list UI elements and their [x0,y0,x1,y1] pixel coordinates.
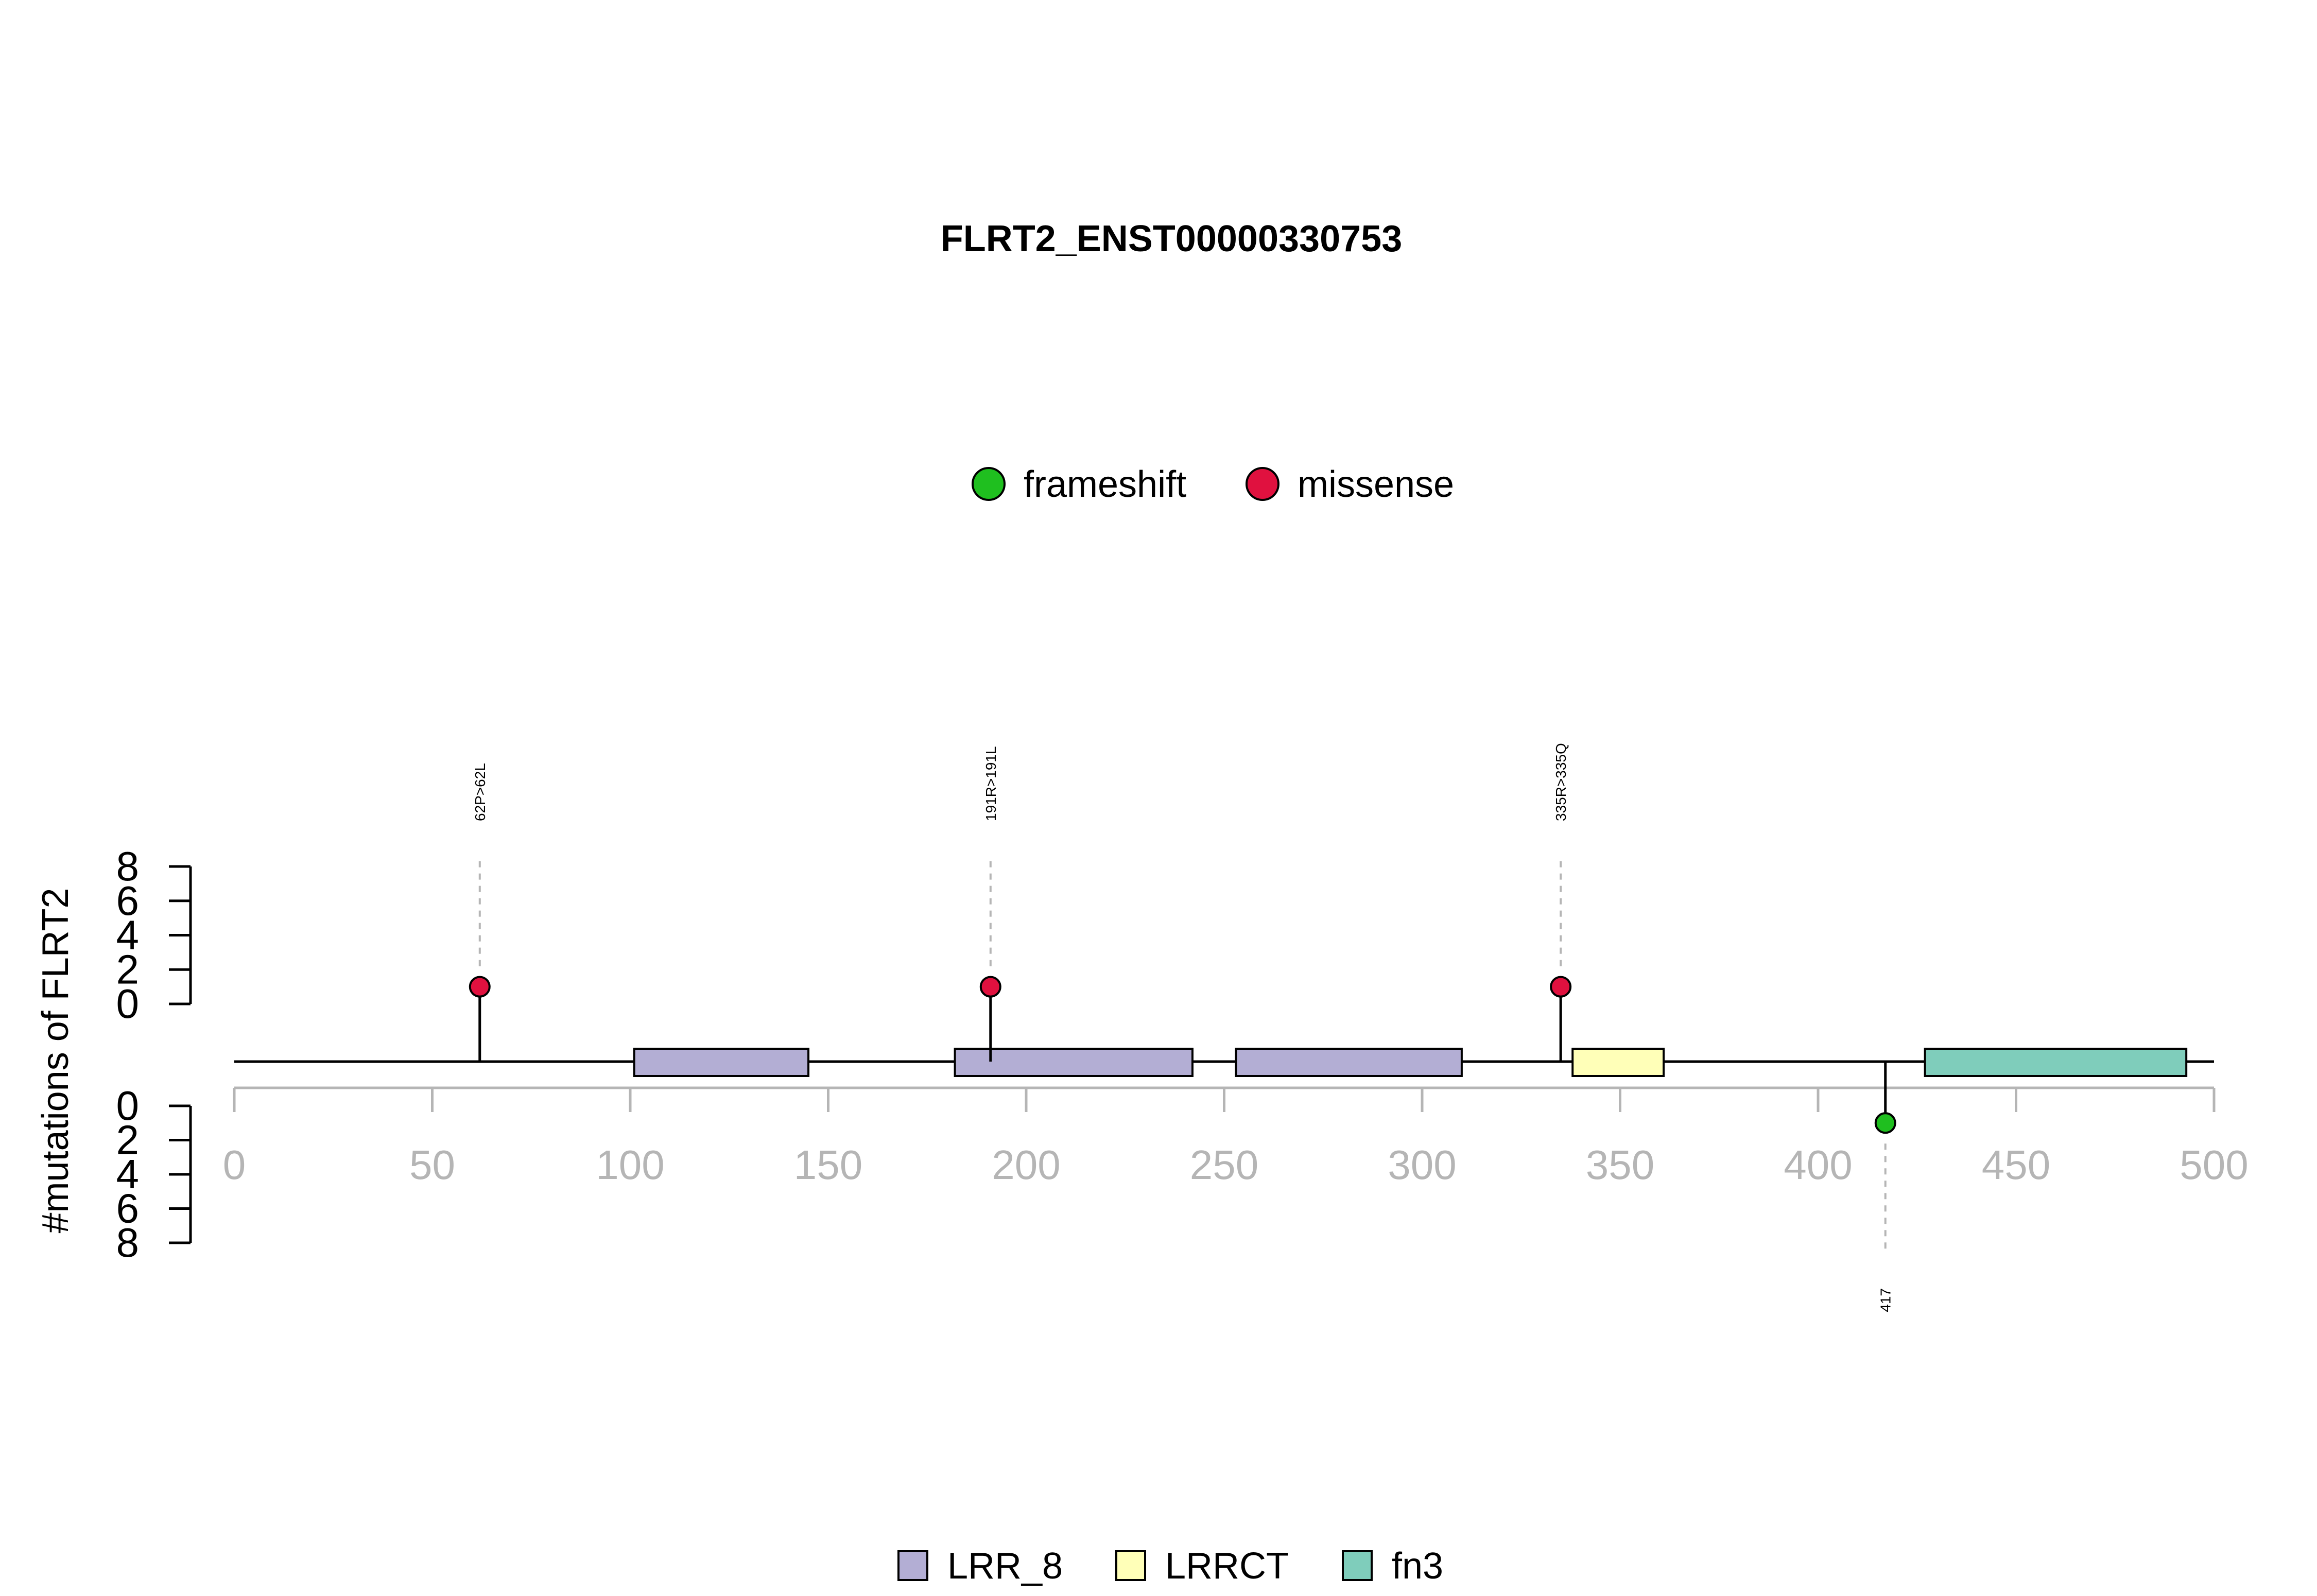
mutation-label: 335R>335Q [1553,743,1569,821]
x-axis-tick-label: 450 [1982,1142,2050,1188]
mutation-point-missense [1550,976,1572,998]
legend-label-missense: missense [1298,464,1454,505]
x-axis-tick-label: 100 [596,1142,664,1188]
bottom-y-axis-tick-label: 4 [116,1151,140,1197]
domain-LRR_8 [954,1048,1194,1077]
domain-legend-swatch-LRRCT [1115,1550,1146,1581]
x-axis-tick-label: 300 [1388,1142,1456,1188]
x-axis-tick-label: 50 [409,1142,455,1188]
top-y-axis-tick-label: 2 [116,946,140,992]
domain-legend-label-fn3: fn3 [1392,1546,1443,1587]
mutation-label: 417 [1878,1288,1894,1312]
domain-LRR_8 [633,1048,810,1077]
x-axis-tick-label: 250 [1190,1142,1258,1188]
top-y-axis-tick-label: 6 [116,878,140,924]
legend-marker-missense [1246,467,1279,501]
mutation-point-missense [469,976,491,998]
mutation-point-missense [979,976,1001,998]
y-axis-label: #mutations of FLRT2 [35,888,76,1234]
top-y-axis-tick-label: 0 [116,981,140,1027]
mutation-lollipops: 62P>62L 191R>191L 335R>335Q 417 [469,743,1896,1312]
bottom-y-axis-tick-label: 2 [116,1117,140,1163]
mutation-point-frameshift [1874,1112,1896,1134]
bottom-y-axis-tick-label: 0 [116,1083,140,1129]
domain-fn3 [1924,1048,2188,1077]
x-axis-tick-label: 500 [2180,1142,2248,1188]
domain-legend: LRR_8 LRRCT fn3 [897,1546,1443,1587]
mutation-label: 191R>191L [983,746,999,821]
domain-legend-label-LRR_8: LRR_8 [947,1546,1063,1587]
protein-domains [633,1048,2188,1077]
x-axis-tick-label: 150 [794,1142,862,1188]
domain-LRR_8 [1235,1048,1463,1077]
domain-legend-swatch-LRR_8 [897,1550,928,1581]
domain-legend-swatch-fn3 [1342,1550,1373,1581]
x-axis-tick-label: 200 [992,1142,1060,1188]
domain-LRRCT [1571,1048,1665,1077]
top-y-axis-tick-label: 4 [116,912,140,958]
chart-title: FLRT2_ENST00000330753 [941,218,1403,259]
legend-label-frameshift: frameshift [1024,464,1186,505]
x-axis-tick-label: 0 [223,1142,246,1188]
x-axis-tick-label: 350 [1586,1142,1654,1188]
mutation-legend: frameshift missense [972,464,1454,505]
bottom-y-axis-tick-label: 6 [116,1186,140,1231]
legend-marker-frameshift [972,467,1006,501]
x-axis-tick-label: 400 [1784,1142,1852,1188]
top-y-axis-tick-label: 8 [116,843,140,889]
x-axis: 0 50 100 150 200 250 300 350 400 450 500 [223,1086,2249,1188]
domain-legend-label-LRRCT: LRRCT [1165,1546,1289,1587]
bottom-y-axis-tick-label: 8 [116,1220,140,1265]
mutation-label: 62P>62L [472,763,488,821]
